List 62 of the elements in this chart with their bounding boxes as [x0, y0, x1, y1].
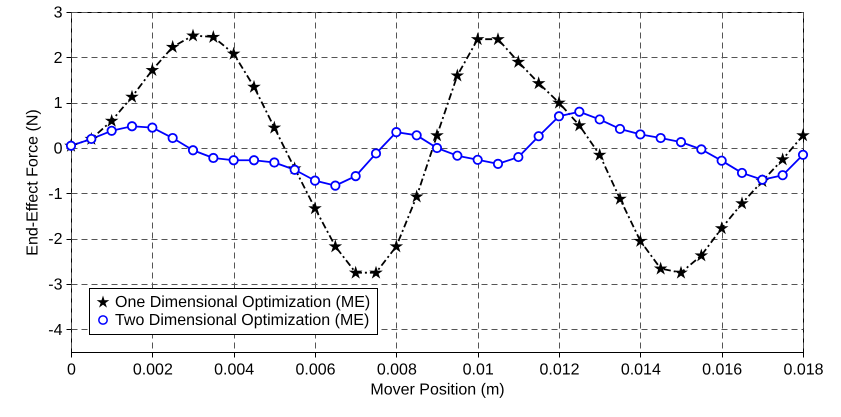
x-tick-label: 0.014: [620, 362, 661, 378]
x-tick-label: 0: [67, 362, 76, 378]
y-tick-label: 0: [54, 140, 63, 158]
point: [147, 122, 158, 133]
point: [106, 116, 117, 126]
point: [614, 124, 626, 134]
point: [656, 132, 666, 144]
point: [106, 126, 117, 136]
x-axis-title: Mover Position (m): [370, 382, 505, 398]
point: [778, 170, 788, 180]
y-tick-label: 3: [54, 4, 63, 22]
point: [208, 152, 218, 164]
point: [228, 155, 239, 166]
point: [513, 56, 524, 66]
legend-label: Two Dimensional Optimization (ME): [115, 312, 370, 329]
y-axis-title: End-Effect Force (N): [24, 109, 42, 256]
x-tick-label: 0.018: [783, 362, 824, 378]
y-tick-label: 1: [54, 95, 63, 112]
y-tick-label: -4: [48, 322, 63, 339]
point: [778, 154, 788, 164]
point: [594, 150, 605, 160]
point: [432, 142, 442, 154]
x-tick-label: 0.01: [462, 362, 494, 378]
point: [757, 174, 768, 185]
x-tick-label: 0.012: [539, 362, 580, 378]
point: [594, 114, 605, 125]
point: [554, 111, 564, 122]
x-tick-label: 0.016: [702, 362, 742, 378]
x-tick-label: 0.008: [376, 362, 417, 378]
x-tick-label: 0.006: [295, 362, 336, 378]
y-tick-label: 2: [54, 50, 63, 67]
x-tick-label: 0.002: [132, 362, 173, 378]
point: [188, 145, 198, 156]
point: [248, 155, 260, 166]
point: [736, 168, 748, 178]
point: [269, 157, 280, 168]
legend-label: One Dimensional Optimization (ME): [115, 294, 370, 311]
point: [350, 171, 361, 182]
point: [574, 106, 584, 117]
point: [391, 127, 402, 138]
y-tick-label: -3: [48, 276, 63, 294]
point: [676, 137, 686, 148]
point: [452, 150, 462, 161]
point: [635, 129, 646, 140]
point: [330, 180, 340, 191]
point: [412, 130, 422, 140]
point: [492, 158, 504, 169]
point: [310, 176, 320, 186]
point: [370, 148, 382, 159]
point: [513, 152, 524, 162]
point: [126, 121, 138, 132]
point: [534, 131, 544, 142]
point: [696, 144, 706, 154]
point: [798, 150, 808, 160]
point: [290, 164, 300, 175]
point: [168, 132, 178, 144]
point: [716, 156, 727, 166]
point: [472, 154, 483, 165]
y-tick-label: -2: [48, 231, 63, 248]
x-tick-label: 0.004: [214, 362, 254, 378]
point: [574, 120, 584, 130]
y-tick-label: -1: [48, 186, 63, 203]
